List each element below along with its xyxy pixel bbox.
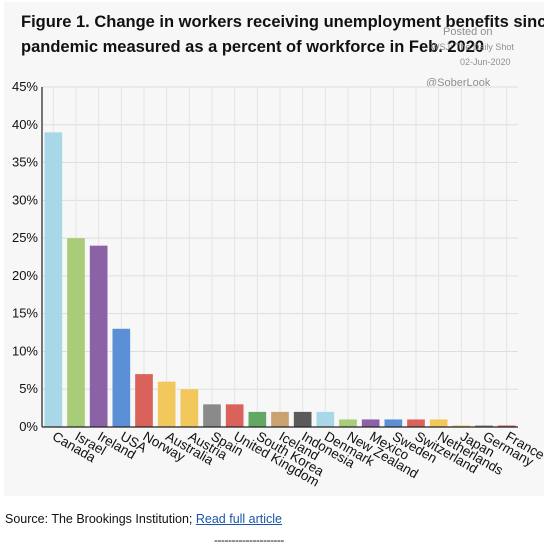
bar-mexico	[361, 419, 380, 427]
y-tick-label-20: 20%	[12, 268, 38, 283]
watermark-source: WSJ: The Daily Shot	[431, 42, 514, 52]
watermark-handle: @SoberLook	[426, 77, 491, 89]
bar-austria	[180, 389, 199, 427]
source-text: Source: The Brookings Institution;	[5, 512, 196, 526]
chart-title-line-2: pandemic measured as a percent of workfo…	[21, 38, 484, 56]
bar-norway	[135, 374, 153, 427]
bar-chart: Figure 1. Change in workers receiving un…	[12, 13, 544, 490]
watermark-posted-on: Posted on	[443, 26, 493, 38]
y-tick-label-45: 45%	[12, 79, 38, 94]
chart-title-line-1: Figure 1. Change in workers receiving un…	[21, 13, 544, 31]
y-tick-label-25: 25%	[12, 230, 38, 245]
bar-layer	[44, 132, 516, 428]
bar-indonesia	[293, 411, 312, 427]
y-tick-label-40: 40%	[12, 117, 38, 132]
y-tick-label-0: 0%	[19, 419, 38, 434]
bar-ireland	[89, 245, 108, 427]
bar-israel	[67, 238, 85, 427]
axis-layer	[41, 87, 518, 428]
y-tick-label-15: 15%	[12, 306, 38, 321]
y-tick-label-5: 5%	[19, 381, 38, 396]
bar-united-kingdom	[225, 404, 244, 427]
bar-japan	[452, 425, 471, 427]
y-tick-label-10: 10%	[12, 343, 38, 358]
bar-australia	[157, 381, 176, 427]
bar-netherlands	[429, 419, 448, 427]
watermark-date: 02-Jun-2020	[460, 57, 511, 67]
y-tick-label-35: 35%	[12, 155, 38, 170]
bar-south-korea	[248, 411, 267, 427]
bar-spain	[203, 404, 221, 427]
bar-new-zealand	[339, 419, 357, 427]
bar-denmark	[316, 411, 335, 427]
bar-usa	[112, 328, 131, 427]
bar-canada	[44, 132, 63, 428]
bar-sweden	[384, 419, 403, 427]
divider: --------------------	[214, 533, 284, 547]
chart-card: Figure 1. Change in workers receiving un…	[4, 2, 544, 496]
source-line: Source: The Brookings Institution; Read …	[5, 512, 282, 526]
bar-france	[497, 425, 516, 427]
bar-germany	[475, 425, 493, 427]
bar-switzerland	[407, 419, 425, 427]
read-full-article-link[interactable]: Read full article	[195, 512, 283, 526]
bar-iceland	[271, 411, 289, 427]
y-tick-label-30: 30%	[12, 192, 38, 207]
